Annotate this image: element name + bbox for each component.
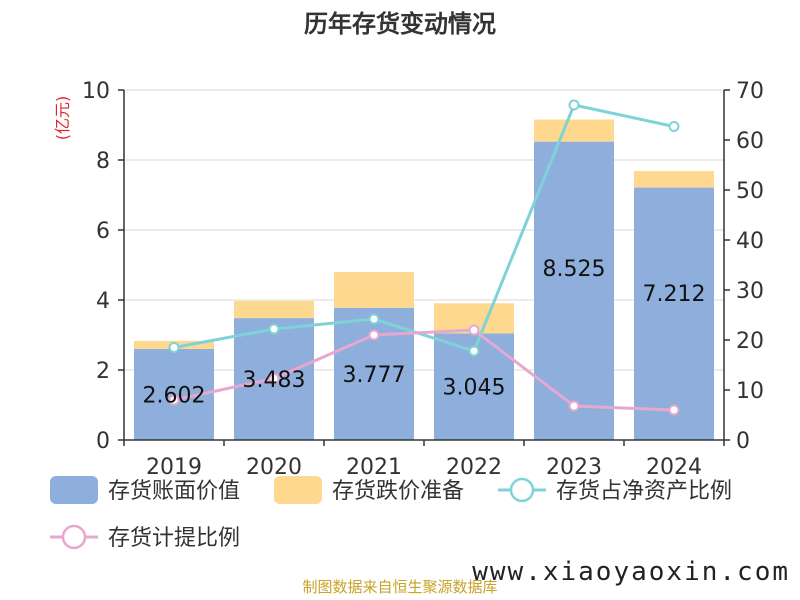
bar-value-labels: 2.602 3.483 3.777 3.045 8.525 7.212 xyxy=(143,257,706,409)
bar-impairment xyxy=(334,272,414,308)
left-tick-label: 0 xyxy=(96,429,110,454)
x-tick-label: 2019 xyxy=(146,455,202,480)
bar-value-label: 7.212 xyxy=(643,282,706,307)
legend-swatch xyxy=(274,476,322,504)
right-tick-label: 40 xyxy=(736,229,764,254)
line-point xyxy=(668,404,680,416)
legend-marker xyxy=(509,477,535,503)
x-tick-label: 2022 xyxy=(446,455,502,480)
right-axis-unit: % xyxy=(798,87,800,102)
left-tick-label: 2 xyxy=(96,359,110,384)
x-tick-label: 2020 xyxy=(246,455,302,480)
bar-impairment xyxy=(534,119,614,142)
bar-value-label: 3.045 xyxy=(443,376,506,401)
line-point xyxy=(468,324,480,336)
bar-book-value xyxy=(634,187,714,440)
right-tick-label: 10 xyxy=(736,379,764,404)
line-point xyxy=(568,400,580,412)
line-series-group xyxy=(168,99,680,416)
legend-swatch xyxy=(50,476,98,504)
line-point xyxy=(468,345,480,357)
bar-value-label: 3.483 xyxy=(243,368,306,393)
right-tick-label: 30 xyxy=(736,279,764,304)
gridlines xyxy=(124,89,724,371)
left-tick-label: 6 xyxy=(96,219,110,244)
line-point xyxy=(568,99,580,111)
right-tick-label: 50 xyxy=(736,179,764,204)
line-point xyxy=(368,313,380,325)
legend-marker xyxy=(61,524,87,550)
bar-impairment xyxy=(634,171,714,188)
bar-book-value xyxy=(534,141,614,440)
watermark: www.xiaoyaoxin.com xyxy=(472,557,790,587)
right-tick-label: 70 xyxy=(736,79,764,104)
source-note: 制图数据来自恒生聚源数据库 xyxy=(302,578,497,596)
x-tick-label: 2024 xyxy=(646,455,702,480)
right-tick-label: 60 xyxy=(736,129,764,154)
left-tick-label: 4 xyxy=(96,289,110,314)
bar-value-label: 8.525 xyxy=(543,257,606,282)
x-tick-label: 2021 xyxy=(346,455,402,480)
line-point xyxy=(268,323,280,335)
line-point xyxy=(668,121,680,132)
x-tick-label: 2023 xyxy=(546,455,602,480)
left-axis-unit: (亿元) xyxy=(53,96,72,141)
bar-value-label: 2.602 xyxy=(143,383,206,408)
axes: 0 2 4 6 8 10 0 10 20 30 40 50 60 70 2019 2020 2021 2022 20… xyxy=(82,79,764,480)
left-tick-label: 10 xyxy=(82,79,110,104)
legend-label: 存货账面价值 xyxy=(108,479,240,504)
chart-title: 历年存货变动情况 xyxy=(304,10,496,38)
bar-impairment xyxy=(234,300,314,319)
line-point xyxy=(268,373,280,384)
bar-value-label: 3.777 xyxy=(343,363,406,388)
legend-label: 存货跌价准备 xyxy=(332,479,464,504)
line-point xyxy=(168,342,180,353)
right-tick-label: 0 xyxy=(736,429,750,454)
legend-label: 存货占净资产比例 xyxy=(556,479,732,504)
right-tick-label: 20 xyxy=(736,329,764,354)
line-impairment-ratio xyxy=(173,328,675,412)
left-tick-label: 8 xyxy=(96,149,110,174)
legend-label: 存货计提比例 xyxy=(108,526,240,551)
line-inventory-to-net-assets xyxy=(173,103,675,353)
line-point xyxy=(368,329,380,341)
bar-group xyxy=(134,119,714,440)
line-point xyxy=(168,394,180,406)
